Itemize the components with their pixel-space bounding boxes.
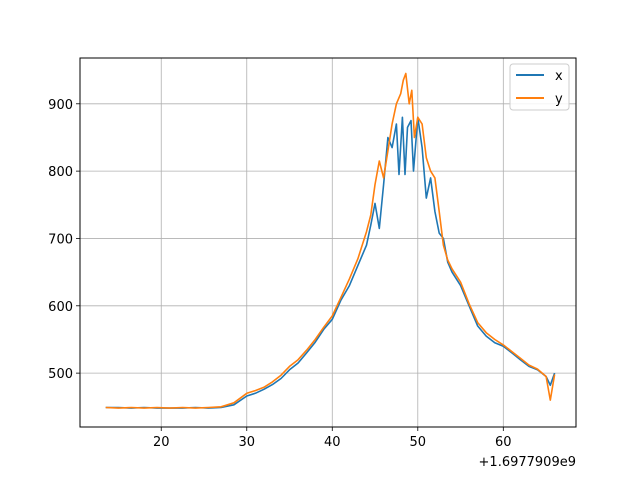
- series-layer: [105, 72, 556, 409]
- series-line-y: [105, 72, 556, 409]
- grid-lines: [80, 58, 576, 427]
- y-tick-label: 700: [48, 232, 73, 247]
- y-tick-label: 800: [48, 165, 73, 180]
- x-axis: 20 30 40 50 60: [153, 427, 512, 450]
- y-axis: 500 600 700 800 900: [48, 98, 80, 382]
- plot-area-background: [80, 58, 576, 427]
- x-tick-label: 50: [410, 435, 427, 450]
- x-axis-offset-label: +1.6977909e9: [479, 455, 576, 470]
- x-tick-label: 40: [324, 435, 341, 450]
- x-tick-label: 60: [495, 435, 512, 450]
- y-tick-label: 600: [48, 300, 73, 315]
- legend-label-x: x: [555, 69, 563, 84]
- x-tick-label: 30: [238, 435, 255, 450]
- plot-frame: [79, 57, 577, 428]
- y-tick-label: 500: [48, 367, 73, 382]
- y-tick-label: 900: [48, 98, 73, 113]
- x-tick-label: 20: [153, 435, 170, 450]
- legend-label-y: y: [555, 92, 563, 107]
- series-line-x: [105, 116, 556, 409]
- legend: x y: [509, 63, 570, 111]
